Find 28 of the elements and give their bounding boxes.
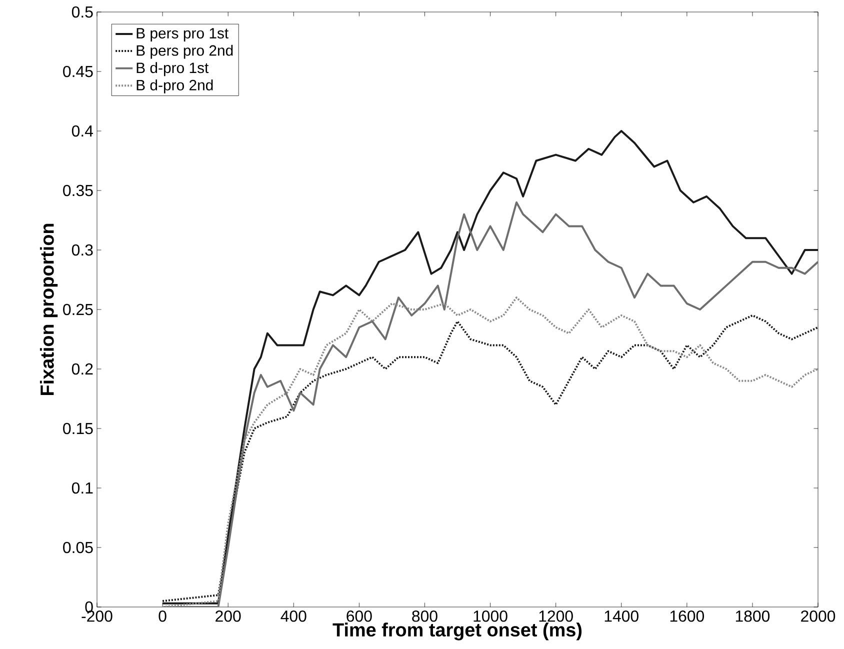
- x-tick-label: 200: [216, 610, 241, 622]
- legend-label: B pers pro 1st: [136, 28, 229, 42]
- y-tick-label: 0.2: [72, 363, 93, 375]
- y-tick-label: 0.3: [72, 244, 93, 256]
- y-tick-label: 0.35: [63, 184, 93, 196]
- y-tick-label: 0.25: [63, 304, 93, 316]
- legend-label: B d-pro 1st: [136, 62, 209, 76]
- y-tick-label: 0.15: [63, 422, 93, 434]
- y-tick-label: 0.1: [72, 482, 93, 494]
- x-tick-label: 600: [346, 610, 372, 622]
- x-tick-label: 400: [280, 610, 306, 622]
- y-tick-label: 0.45: [63, 66, 93, 78]
- legend-label: B d-pro 2nd: [136, 79, 213, 94]
- legend-label: B pers pro 2nd: [136, 44, 233, 59]
- x-axis-title: Time from target onset (ms): [332, 622, 582, 640]
- x-tick-label: -200: [82, 610, 112, 622]
- x-tick-label: 1400: [604, 610, 638, 622]
- x-tick-label: 1600: [670, 610, 704, 622]
- x-tick-label: 1200: [539, 610, 573, 622]
- x-tick-label: 2000: [801, 610, 836, 622]
- y-tick-label: 0.5: [72, 6, 93, 18]
- y-axis-title: Fixation proportion: [40, 224, 58, 395]
- y-tick-label: 0.05: [63, 542, 93, 554]
- y-tick-label: 0.4: [72, 125, 94, 137]
- x-tick-label: 0: [158, 610, 166, 622]
- x-tick-label: 1800: [736, 610, 770, 622]
- x-tick-label: 1000: [474, 610, 508, 622]
- x-tick-label: 800: [412, 610, 438, 622]
